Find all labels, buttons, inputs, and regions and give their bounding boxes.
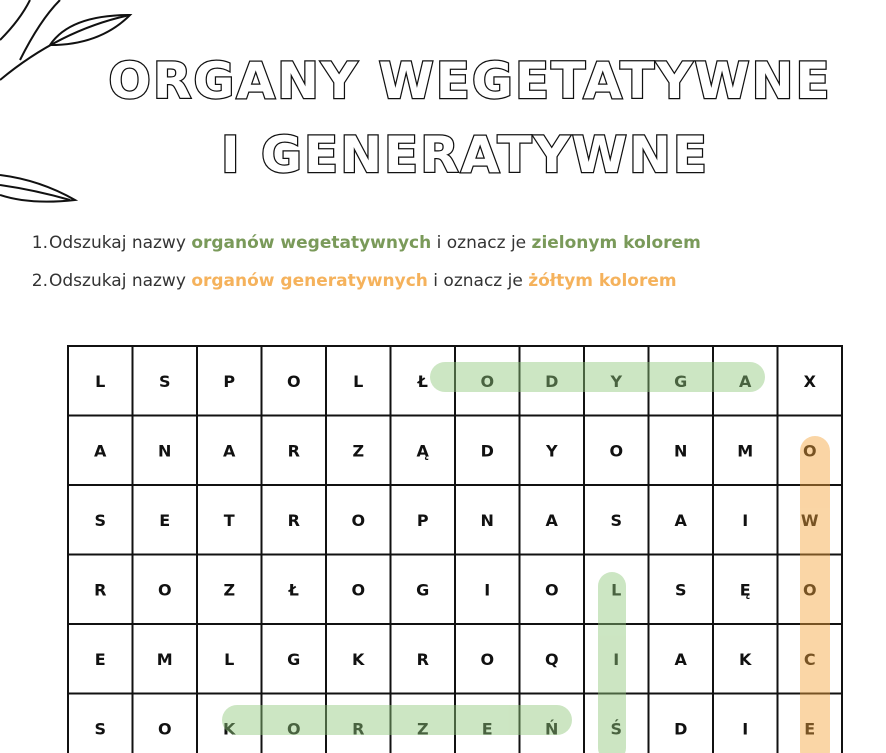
highlights: [222, 362, 830, 753]
instruction-part: Odszukaj nazwy: [49, 271, 191, 291]
instruction-part: Odszukaj nazwy: [49, 233, 191, 253]
letter: Z: [352, 441, 364, 460]
title-line: ORGANY WEGETATYWNE: [108, 52, 831, 110]
letter: A: [546, 511, 559, 530]
letter: S: [159, 372, 171, 391]
letter: O: [158, 719, 172, 738]
letter: O: [351, 511, 365, 530]
letter: L: [224, 650, 234, 669]
letter: D: [481, 441, 494, 460]
letter: Z: [417, 719, 429, 738]
instruction-part: i oznacz je: [431, 233, 531, 253]
instruction-number: 2.: [32, 271, 48, 291]
letter: G: [674, 372, 687, 391]
instruction-part: organów wegetatywnych: [191, 233, 431, 253]
letter: E: [804, 719, 815, 738]
letter: O: [803, 580, 817, 599]
instruction: Odszukaj nazwy organów generatywnych i o…: [49, 271, 677, 291]
letter: Ł: [288, 580, 299, 599]
letter: K: [739, 650, 752, 669]
letter: O: [287, 372, 301, 391]
letter: T: [224, 511, 235, 530]
instruction-part: organów generatywnych: [191, 271, 428, 291]
letter: Ą: [417, 441, 430, 460]
letter: O: [287, 719, 301, 738]
grid-cell: [776, 692, 843, 753]
letter: O: [480, 650, 494, 669]
letter: S: [675, 580, 687, 599]
letter: M: [737, 441, 753, 460]
letter: N: [674, 441, 687, 460]
leaf-decoration: [0, 0, 133, 203]
letter: Z: [223, 580, 235, 599]
letter: C: [804, 650, 816, 669]
letter: P: [417, 511, 429, 530]
green-highlight: [598, 572, 626, 753]
letter: R: [417, 650, 429, 669]
letter: O: [480, 372, 494, 391]
instruction-part: i oznacz je: [428, 271, 528, 291]
letter: O: [351, 580, 365, 599]
letter: A: [675, 511, 688, 530]
letter: E: [159, 511, 170, 530]
letter: E: [95, 650, 106, 669]
letter: S: [610, 511, 622, 530]
letter: X: [804, 372, 817, 391]
letter: R: [94, 580, 106, 599]
letter: O: [545, 580, 559, 599]
letter: E: [482, 719, 493, 738]
letter: O: [609, 441, 623, 460]
letter: Ś: [610, 719, 622, 738]
letter: D: [545, 372, 558, 391]
letter: A: [739, 372, 752, 391]
instruction-part: żółtym kolorem: [528, 271, 676, 291]
letter: S: [94, 511, 106, 530]
letter: R: [352, 719, 364, 738]
letter: P: [223, 372, 235, 391]
letter: Y: [545, 441, 558, 460]
instruction-number: 1.: [32, 233, 48, 253]
letter: K: [352, 650, 365, 669]
letter: O: [803, 441, 817, 460]
letter: G: [287, 650, 300, 669]
letter: I: [742, 511, 748, 530]
letter: I: [742, 719, 748, 738]
letter: Ń: [545, 719, 558, 738]
green-highlight: [430, 362, 765, 392]
instruction-part: zielonym kolorem: [532, 233, 701, 253]
letter: O: [158, 580, 172, 599]
instruction: Odszukaj nazwy organów wegetatywnych i o…: [49, 233, 701, 253]
green-highlight: [222, 705, 572, 735]
letter: I: [484, 580, 490, 599]
letter: M: [157, 650, 173, 669]
letter: L: [353, 372, 363, 391]
letter: R: [288, 441, 300, 460]
title-line: I GENERATYWNE: [221, 126, 709, 184]
letter: L: [611, 580, 621, 599]
letter: A: [675, 650, 688, 669]
letter: A: [223, 441, 236, 460]
letter: D: [674, 719, 687, 738]
letter: N: [481, 511, 494, 530]
letter: I: [613, 650, 619, 669]
letter: K: [223, 719, 236, 738]
letter: S: [94, 719, 106, 738]
letter: Y: [609, 372, 622, 391]
letter: A: [94, 441, 107, 460]
letter: W: [801, 511, 819, 530]
letter: N: [158, 441, 171, 460]
letter: Ę: [740, 580, 751, 599]
letter: L: [95, 372, 105, 391]
letter: Q: [545, 650, 559, 669]
letter: G: [416, 580, 429, 599]
yellow-highlight: [800, 436, 830, 753]
letter: Ł: [417, 372, 428, 391]
letter: R: [288, 511, 300, 530]
